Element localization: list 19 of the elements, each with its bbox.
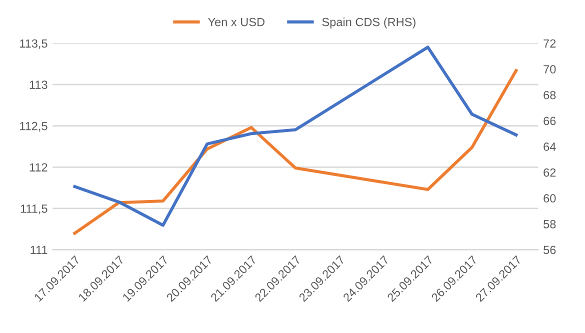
y2-tick-label: 66 — [544, 116, 556, 126]
legend-label: Spain CDS (RHS) — [322, 18, 416, 29]
line-series — [73, 69, 518, 235]
y-tick-label: 113,5 — [20, 39, 48, 50]
y-tick-label: 111,5 — [20, 204, 48, 214]
y2-tick-label: 68 — [544, 90, 556, 100]
legend-label: Yen x USD — [208, 18, 264, 26]
y-tick-label: 113 — [30, 80, 48, 89]
y2-tick-label: 62 — [544, 168, 556, 177]
y-tick-label: 112,5 — [20, 122, 48, 132]
line-series — [73, 46, 518, 227]
y2-tick-label: 60 — [544, 194, 556, 203]
y2-tick-label: 58 — [544, 220, 556, 228]
y2-tick-label: 72 — [544, 39, 556, 48]
y2-tick-label: 70 — [544, 65, 556, 74]
y-tick-label: 111 — [30, 246, 48, 254]
y2-tick-label: 56 — [544, 246, 556, 254]
y2-tick-label: 64 — [544, 142, 556, 151]
y-tick-label: 112 — [30, 163, 48, 172]
